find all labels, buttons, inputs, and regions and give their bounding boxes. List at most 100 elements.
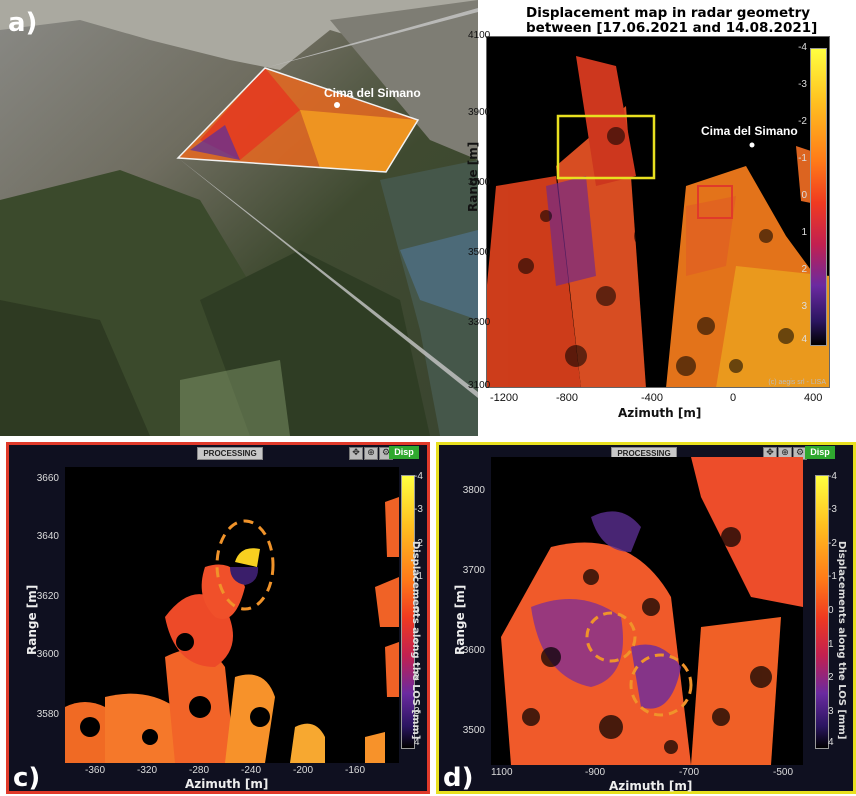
panel-c-label: c) xyxy=(13,763,41,793)
plot-c xyxy=(65,467,399,763)
ytick: 3640 xyxy=(36,531,59,542)
cb-tick: 2 xyxy=(828,672,834,683)
colorbar-c xyxy=(401,475,415,749)
cb-tick: -4 xyxy=(828,471,837,482)
highlight-ring xyxy=(629,653,693,717)
cb-tick: 0 xyxy=(828,605,834,616)
highlight-ring xyxy=(585,611,637,663)
panel-b-title-1: Displacement map in radar geometry xyxy=(526,5,811,21)
panel-a: Cima del Simano a) xyxy=(0,0,478,436)
plot-d xyxy=(491,457,803,765)
ytick: 3600 xyxy=(462,645,485,656)
xtick: -800 xyxy=(556,392,579,404)
cb-tick: 0 xyxy=(414,605,420,616)
xtick: 0 xyxy=(730,392,737,404)
panel-b-label: b) xyxy=(486,8,517,38)
colorbar-b-ticks: -4 -3 -2 -1 0 1 2 3 4 xyxy=(789,42,807,345)
cb-tick: 2 xyxy=(801,264,807,275)
highlight-ring xyxy=(215,519,275,611)
processing-button[interactable]: PROCESSING xyxy=(197,447,263,460)
panel-c: PROCESSING ✥ ⊕ ⚙ Disp xyxy=(6,442,430,794)
ytick: 3500 xyxy=(468,247,491,258)
cb-tick: -1 xyxy=(798,153,807,164)
panel-d: PROCESSING ✥ ⊕ ⚙ Disp 3800 3700 3600 350… xyxy=(436,442,856,794)
xtick: -200 xyxy=(293,765,314,776)
xtick: -1200 xyxy=(490,392,519,404)
cb-tick: -2 xyxy=(828,538,837,549)
xlabel-c: Azimuth [m] xyxy=(185,777,269,791)
cb-tick: -3 xyxy=(414,504,423,515)
cb-tick: -2 xyxy=(414,538,423,549)
disp-button[interactable]: Disp xyxy=(389,446,419,459)
credit-text: (c) aegis srl - LISA xyxy=(768,379,826,386)
xtick: -900 xyxy=(585,767,606,778)
yticks-d: 3800 3700 3600 3500 xyxy=(439,457,489,765)
xtick: -700 xyxy=(679,767,700,778)
cb-tick: -1 xyxy=(828,571,837,582)
xtick: -400 xyxy=(641,392,664,404)
panel-d-label: d) xyxy=(443,763,474,793)
ylabel-b: Range [m] xyxy=(466,141,480,212)
yticks-c: 3660 3640 3620 3600 3580 xyxy=(9,467,63,763)
colorbar-c-label: Displacements along the LOS [mm] xyxy=(410,541,421,740)
xtick: -360 xyxy=(85,765,106,776)
colorbar-d-ticks: -4 -3 -2 -1 0 1 2 3 4 xyxy=(828,471,840,751)
pan-icon[interactable]: ✥ xyxy=(349,447,363,460)
yellow-zoom-box xyxy=(556,114,656,180)
ytick: 3100 xyxy=(468,380,491,391)
ytick: 3660 xyxy=(36,473,59,484)
xtick: -240 xyxy=(241,765,262,776)
colorbar-c-ticks: -4 -3 -2 -1 0 1 2 3 4 xyxy=(414,471,426,751)
xtick: -500 xyxy=(773,767,794,778)
place-label-a: Cima del Simano xyxy=(324,86,421,100)
yticks-b: 4100 3900 3700 3500 3300 3100 xyxy=(468,30,490,391)
xticks-d: 1100 -900 -700 -500 xyxy=(491,767,803,781)
colorbar-d-label: Displacements along the LOS [mm] xyxy=(836,541,847,740)
ytick: 3800 xyxy=(462,485,485,496)
ytick: 3580 xyxy=(36,709,59,720)
colorbar-d xyxy=(815,475,829,749)
ytick: 3300 xyxy=(468,317,491,328)
cb-tick: -3 xyxy=(828,504,837,515)
ytick: 3500 xyxy=(462,725,485,736)
ytick: 3600 xyxy=(36,649,59,660)
cb-tick: 1 xyxy=(801,227,807,238)
cb-tick: 4 xyxy=(828,737,834,748)
xtick: 1100 xyxy=(491,767,513,778)
cb-tick: -3 xyxy=(798,79,807,90)
panel-b: Cima del Simano -4 -3 -2 -1 0 1 2 3 4 (c… xyxy=(466,0,856,436)
cb-tick: -4 xyxy=(798,42,807,53)
xtick: -320 xyxy=(137,765,158,776)
cb-tick: 2 xyxy=(414,672,420,683)
panel-b-plot: Cima del Simano -4 -3 -2 -1 0 1 2 3 4 (c… xyxy=(486,36,830,388)
xlabel-b: Azimuth [m] xyxy=(618,406,702,420)
ylabel-d: Range [m] xyxy=(453,584,467,655)
cb-tick: -1 xyxy=(414,571,423,582)
colorbar-b xyxy=(810,48,827,346)
ytick: 4100 xyxy=(468,30,491,41)
displacement-map-b xyxy=(486,56,830,388)
mountain-image xyxy=(0,0,478,436)
xtick: -280 xyxy=(189,765,210,776)
disp-button[interactable]: Disp xyxy=(805,446,835,459)
cb-tick: 1 xyxy=(414,639,420,650)
cb-tick: 4 xyxy=(414,737,420,748)
cb-tick: -2 xyxy=(798,116,807,127)
panel-b-title-2: between [17.06.2021 and 14.08.2021] xyxy=(526,20,818,36)
xticks-b: -1200 -800 -400 0 400 xyxy=(486,392,830,406)
cb-tick: 4 xyxy=(801,334,807,345)
ytick: 3900 xyxy=(468,107,491,118)
xticks-c: -360 -320 -280 -240 -200 -160 xyxy=(65,765,399,779)
cb-tick: 3 xyxy=(828,706,834,717)
zoom-icon[interactable]: ⊕ xyxy=(364,447,378,460)
cb-tick: 1 xyxy=(828,639,834,650)
place-label-b: Cima del Simano xyxy=(701,124,798,138)
xtick: 400 xyxy=(804,392,823,404)
cb-tick: 3 xyxy=(414,706,420,717)
ytick: 3700 xyxy=(462,565,485,576)
cb-tick: 0 xyxy=(801,190,807,201)
xtick: -160 xyxy=(345,765,366,776)
cb-tick: -4 xyxy=(414,471,423,482)
red-zoom-box xyxy=(697,185,733,219)
ylabel-c: Range [m] xyxy=(25,584,39,655)
